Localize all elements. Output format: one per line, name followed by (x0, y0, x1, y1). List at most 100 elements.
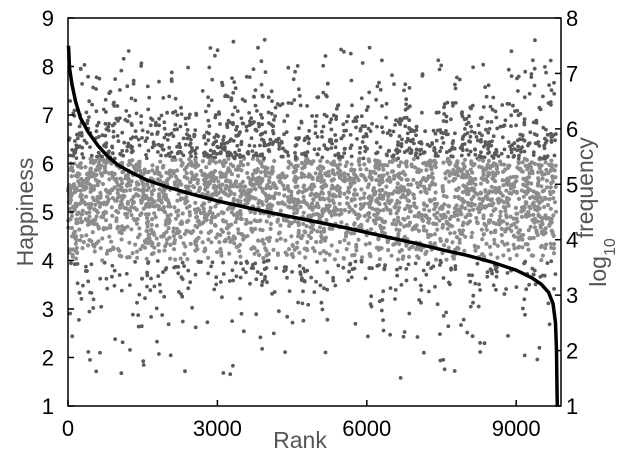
scatter-point (399, 195, 404, 200)
scatter-point (406, 262, 411, 267)
scatter-point (292, 197, 297, 202)
scatter-point (549, 180, 554, 186)
scatter-point (431, 128, 436, 133)
scatter-point (507, 256, 513, 261)
scatter-point (312, 147, 317, 152)
scatter-point (453, 267, 458, 271)
scatter-point (297, 200, 302, 205)
y-left-tick-label: 2 (42, 346, 54, 371)
scatter-point (74, 143, 79, 148)
scatter-point (213, 214, 218, 220)
scatter-point (286, 247, 292, 252)
scatter-point (213, 53, 217, 58)
scatter-point (489, 184, 494, 189)
scatter-point (447, 216, 453, 221)
scatter-point (154, 236, 159, 241)
scatter-point (223, 94, 228, 99)
scatter-point (214, 275, 219, 280)
scatter-point (207, 161, 212, 166)
scatter-point (390, 73, 394, 77)
scatter-point (396, 231, 401, 236)
scatter-point (125, 255, 130, 260)
scatter-point (263, 173, 268, 178)
scatter-point (471, 293, 476, 298)
scatter-point (318, 251, 323, 256)
scatter-point (324, 93, 328, 97)
scatter-point (385, 198, 390, 203)
scatter-point (432, 158, 437, 163)
scatter-point (424, 228, 429, 233)
scatter-point (148, 288, 153, 293)
scatter-point (321, 124, 326, 129)
scatter-point (285, 186, 290, 191)
scatter-point (96, 167, 101, 172)
scatter-point (548, 185, 553, 190)
scatter-point (293, 179, 298, 184)
scatter-point (177, 181, 182, 186)
scatter-point (456, 207, 462, 212)
scatter-point (548, 241, 553, 246)
scatter-point (512, 141, 517, 146)
scatter-point (500, 103, 505, 107)
scatter-point (518, 147, 523, 152)
scatter-point (441, 141, 446, 145)
scatter-point (131, 312, 135, 317)
scatter-point (241, 154, 246, 159)
scatter-point (74, 221, 79, 226)
scatter-point (468, 149, 473, 154)
scatter-point (375, 124, 379, 129)
scatter-point (141, 363, 146, 367)
scatter-point (329, 117, 334, 122)
scatter-point (462, 248, 467, 253)
scatter-point (227, 192, 232, 197)
scatter-point (388, 179, 393, 184)
scatter-point (433, 257, 439, 262)
scatter-point (414, 133, 418, 138)
scatter-point (225, 122, 229, 127)
scatter-point (426, 220, 431, 225)
scatter-point (165, 237, 170, 242)
scatter-point (243, 99, 247, 103)
scatter-point (244, 124, 249, 129)
scatter-point (87, 99, 92, 104)
scatter-point (533, 38, 537, 43)
scatter-point (250, 183, 255, 188)
scatter-point (504, 198, 510, 203)
scatter-point (113, 198, 118, 203)
scatter-point (405, 192, 411, 197)
scatter-point (334, 107, 339, 111)
scatter-point (341, 133, 346, 138)
scatter-point (418, 152, 423, 157)
scatter-point (522, 261, 526, 266)
scatter-point (509, 147, 514, 152)
scatter-point (509, 124, 513, 128)
scatter-point (169, 174, 174, 179)
scatter-point (518, 132, 523, 137)
scatter-point (146, 232, 151, 238)
scatter-point (505, 221, 510, 226)
scatter-point (525, 166, 530, 172)
scatter-point (381, 328, 386, 333)
scatter-point (483, 205, 488, 210)
scatter-point (231, 155, 236, 159)
scatter-point (247, 143, 252, 148)
scatter-point (264, 199, 269, 204)
scatter-point (480, 237, 485, 242)
scatter-point (206, 271, 211, 276)
scatter-point (477, 282, 481, 287)
scatter-point (128, 188, 133, 193)
scatter-point (146, 169, 151, 174)
scatter-point (514, 179, 519, 184)
scatter-point (72, 262, 77, 267)
scatter-point (473, 281, 478, 286)
scatter-point (154, 223, 159, 228)
scatter-point (145, 136, 150, 141)
scatter-point (421, 201, 426, 206)
scatter-point (329, 146, 334, 151)
scatter-point (441, 276, 446, 280)
scatter-point (436, 58, 441, 63)
scatter-point (465, 200, 470, 205)
scatter-point (145, 224, 150, 229)
scatter-point (292, 176, 297, 181)
scatter-point (91, 306, 96, 310)
